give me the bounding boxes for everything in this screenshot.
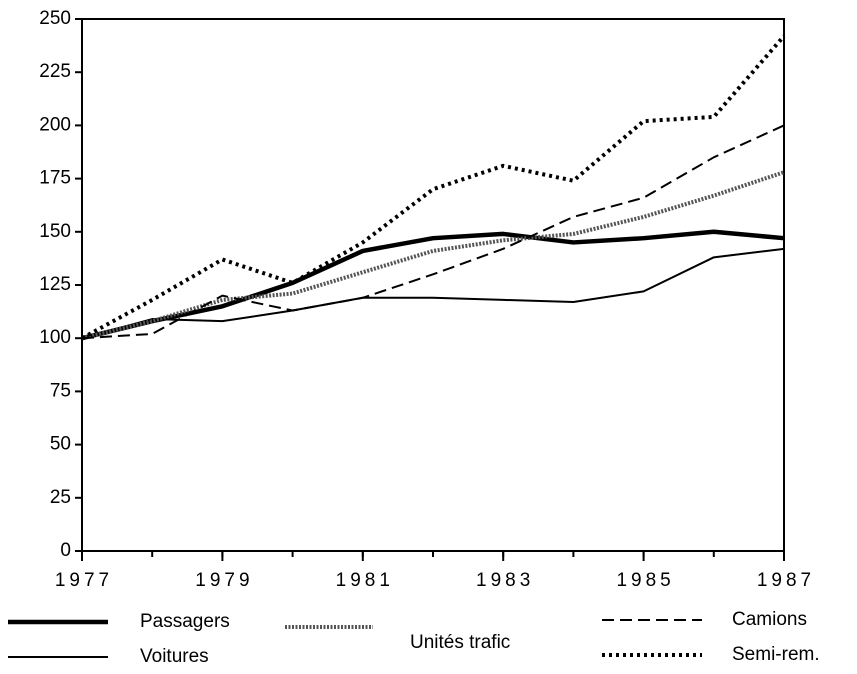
x-tick-label: 1979: [195, 570, 253, 591]
y-tick-label: 0: [60, 540, 71, 561]
x-tick-label: 1985: [616, 570, 674, 591]
legend-label: Unités trafic: [410, 632, 510, 653]
series-line: [81, 229, 785, 341]
x-tick-label: 1977: [55, 570, 113, 591]
x-tick-label: 1987: [757, 570, 815, 591]
y-tick-label: 25: [50, 487, 71, 508]
plot-frame: [81, 18, 785, 552]
y-tick-label: 125: [39, 274, 71, 295]
series-line: [81, 34, 786, 340]
y-tick-label: 150: [39, 221, 71, 242]
x-tick-label: 1983: [476, 570, 534, 591]
legend-label: Camions: [732, 609, 807, 630]
series-line: [81, 124, 785, 340]
legend-label: Voitures: [140, 646, 209, 667]
y-tick-label: 200: [39, 114, 71, 135]
y-tick-label: 250: [39, 8, 71, 29]
series-line: [81, 247, 785, 340]
legend-label: Semi-rem.: [732, 644, 820, 665]
x-tick-label: 1981: [336, 570, 394, 591]
y-tick-label: 75: [50, 380, 71, 401]
y-tick-label: 50: [50, 434, 71, 455]
y-tick-label: 100: [39, 327, 71, 348]
y-tick-label: 175: [39, 168, 71, 189]
y-tick-label: 225: [39, 61, 71, 82]
legend-label: Passagers: [140, 611, 230, 632]
